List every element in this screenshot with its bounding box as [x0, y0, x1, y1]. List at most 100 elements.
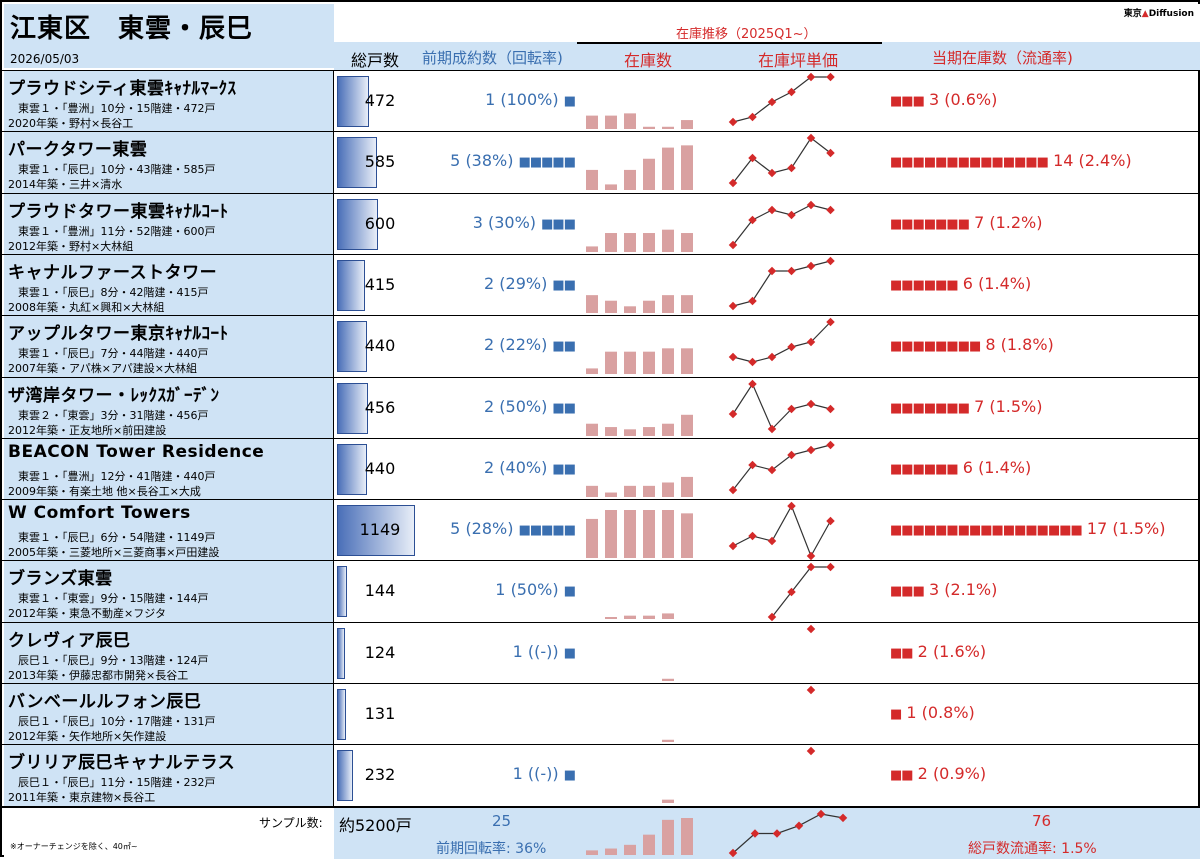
property-name: ブランズ東雲	[8, 569, 113, 590]
col-header-units: 総戸数	[351, 51, 400, 70]
units-bar	[337, 321, 367, 373]
price-point	[787, 210, 796, 219]
total-units: 440	[364, 458, 396, 478]
property-builder: 2008年築・丸紅×興和×大林組	[8, 300, 165, 314]
property-row[interactable]: W Comfort Towers 東雲１・「辰巳」6分・54階建・1149戸 2…	[2, 499, 1200, 562]
current-inventory-squares: ■■■■■■	[890, 277, 959, 293]
property-row[interactable]: バンベールルフォン辰巳 辰巳１・「辰巳」10分・17階建・131戸 2012年築…	[2, 683, 1200, 745]
current-inventory: ■■■■■■■■■■■■■■■■■ 17 (1.5%)	[890, 519, 1165, 538]
prev-contracts-value: 1 (100%)	[485, 90, 559, 109]
property-row[interactable]: アップルタワー東京ｷｬﾅﾙｺｰﾄ 東雲１・「辰巳」7分・44階建・440戸 20…	[2, 315, 1200, 378]
col-header-prev: 前期成約数（回転率)	[422, 49, 563, 67]
prev-contracts: 2 (29%) ■■	[484, 274, 576, 293]
current-inventory-value: 7 (1.2%)	[974, 212, 1043, 232]
inventory-bar	[586, 295, 598, 313]
units-bar	[337, 137, 377, 189]
property-row[interactable]: ブランズ東雲 東雲１・「東雲」9分・15階建・144戸 2012年築・東急不動産…	[2, 560, 1200, 623]
price-line	[732, 504, 832, 558]
prev-contracts-value: 1 (50%)	[495, 580, 559, 600]
inventory-bar	[605, 300, 617, 313]
property-name-cell: ブランズ東雲 東雲１・「東雲」9分・15階建・144戸 2012年築・東急不動産…	[4, 561, 334, 623]
property-builder: 2012年築・正友地所×前田建設	[8, 423, 167, 437]
property-name: キャナルファーストタワー	[8, 262, 218, 283]
property-builder: 2012年築・東急不動産×フジタ	[8, 607, 166, 621]
current-inventory-value: 3 (2.1%)	[928, 580, 998, 600]
price-point	[826, 72, 835, 82]
inventory-sparkbars	[662, 678, 674, 681]
current-inventory-value: 8 (1.8%)	[985, 335, 1054, 355]
prev-contracts-squares: ■	[563, 768, 576, 784]
prev-contracts-value: 2 (40%)	[484, 457, 548, 477]
prev-contracts-squares: ■	[563, 645, 576, 661]
price-point	[787, 501, 796, 511]
col-header-tsubo: 在庫坪単価	[758, 51, 839, 70]
inventory-bar	[662, 423, 674, 436]
sample-label: サンプル数:	[259, 816, 323, 830]
property-row[interactable]: ブリリア辰巳キャナルテラス 辰巳１・「辰巳」11分・15階建・232戸 2011…	[2, 744, 1200, 807]
prev-contracts-squares: ■■	[552, 339, 576, 355]
property-row[interactable]: キャナルファーストタワー 東雲１・「辰巳」8分・42階建・415戸 2008年築…	[2, 253, 1200, 316]
property-name: ザ湾岸タワー・ﾚｯｸｽｶﾞｰﾃﾞﾝ	[8, 385, 220, 406]
property-name-cell: プラウドタワー東雲ｷｬﾅﾙｺｰﾄ 東雲１・「豊洲」11分・52階建・600戸 2…	[4, 193, 334, 255]
property-row[interactable]: プラウドタワー東雲ｷｬﾅﾙｺｰﾄ 東雲１・「豊洲」11分・52階建・600戸 2…	[2, 192, 1200, 255]
inventory-bar	[681, 295, 693, 313]
property-builder: 2012年築・野村×大林組	[8, 239, 134, 253]
current-inventory-value: 7 (1.5%)	[974, 396, 1043, 416]
property-name: プラウドシティ東雲ｷｬﾅﾙﾏｰｸｽ	[8, 79, 237, 99]
total-units: 約5200戸	[339, 816, 412, 835]
prev-contracts-squares: ■	[563, 584, 576, 600]
total-units: 472	[364, 91, 396, 110]
current-inventory-squares: ■■	[890, 768, 914, 784]
inventory-bar	[643, 159, 655, 191]
footer-note: ※オーナーチェンジを除く、40㎡~	[10, 842, 138, 851]
inventory-bar	[624, 170, 636, 191]
prev-contracts-squares: ■■■■■	[518, 155, 576, 171]
price-point	[767, 266, 777, 276]
property-row[interactable]: ザ湾岸タワー・ﾚｯｸｽｶﾞｰﾃﾞﾝ 東雲２・「東雲」3分・31階建・456戸 2…	[2, 376, 1200, 439]
units-bar	[337, 689, 346, 740]
prev-contracts: 3 (30%) ■■■	[473, 213, 576, 232]
inventory-bar	[586, 423, 598, 436]
inventory-bar	[586, 170, 598, 191]
inventory-bar	[643, 510, 655, 559]
property-row[interactable]: クレヴィア辰巳 辰巳１・「辰巳」9分・13階建・124戸 2013年築・伊藤忠都…	[2, 621, 1200, 684]
property-row[interactable]: パークタワー東雲 東雲１・「辰巳」10分・43階建・585戸 2014年築・三井…	[2, 131, 1200, 194]
property-name-cell: パークタワー東雲 東雲１・「辰巳」10分・43階建・585戸 2014年築・三井…	[4, 132, 334, 194]
current-inventory-squares: ■■■■■■■	[890, 400, 970, 416]
inventory-bar	[624, 428, 636, 436]
inventory-bar	[586, 485, 598, 497]
inventory-bar	[586, 115, 598, 129]
price-point	[748, 379, 757, 388]
units-bar	[337, 443, 367, 495]
total-units: 415	[364, 274, 396, 294]
inventory-bar	[624, 510, 636, 559]
price-line	[732, 813, 844, 854]
inventory-bar	[624, 351, 636, 375]
price-sparkline	[728, 72, 835, 127]
price-sparkline	[806, 624, 816, 633]
current-inventory-value: 2 (0.9%)	[917, 764, 987, 784]
inventory-bar	[586, 850, 598, 855]
inventory-sparkbars	[586, 229, 693, 252]
current-inventory-squares: ■■	[890, 645, 914, 661]
col-header-current: 当期在庫数（流通率)	[932, 49, 1073, 67]
prev-contracts: 1 (50%) ■	[495, 580, 576, 600]
price-sparkline	[767, 563, 835, 622]
inventory-bar	[662, 678, 674, 681]
price-point	[826, 563, 835, 572]
price-sparkline	[728, 256, 835, 311]
inventory-sparkbars	[586, 145, 693, 191]
property-name-cell: バンベールルフォン辰巳 辰巳１・「辰巳」10分・17階建・131戸 2012年築…	[4, 684, 334, 745]
inventory-sparkbars	[586, 348, 693, 375]
inventory-bar	[624, 844, 636, 855]
property-location: 東雲１・「辰巳」7分・44階建・440戸	[18, 347, 209, 361]
units-bar	[337, 259, 365, 311]
summary-footer: サンプル数: ※オーナーチェンジを除く、40㎡~ 約5200戸 25 前期回転率…	[2, 806, 1200, 859]
property-row[interactable]: BEACON Tower Residence 東雲１・「豊洲」12分・41階建・…	[2, 437, 1200, 500]
prev-contracts-squares: ■■■■■	[518, 523, 576, 539]
prev-contracts-value: 1 ((-))	[512, 641, 559, 661]
current-inventory-value: 3 (0.6%)	[928, 90, 998, 109]
units-bar	[337, 382, 368, 434]
property-row[interactable]: プラウドシティ東雲ｷｬﾅﾙﾏｰｸｽ 東雲１・「豊洲」10分・15階建・472戸 …	[2, 70, 1200, 132]
brand-logo: 東京▲Diffusion	[1123, 9, 1194, 19]
